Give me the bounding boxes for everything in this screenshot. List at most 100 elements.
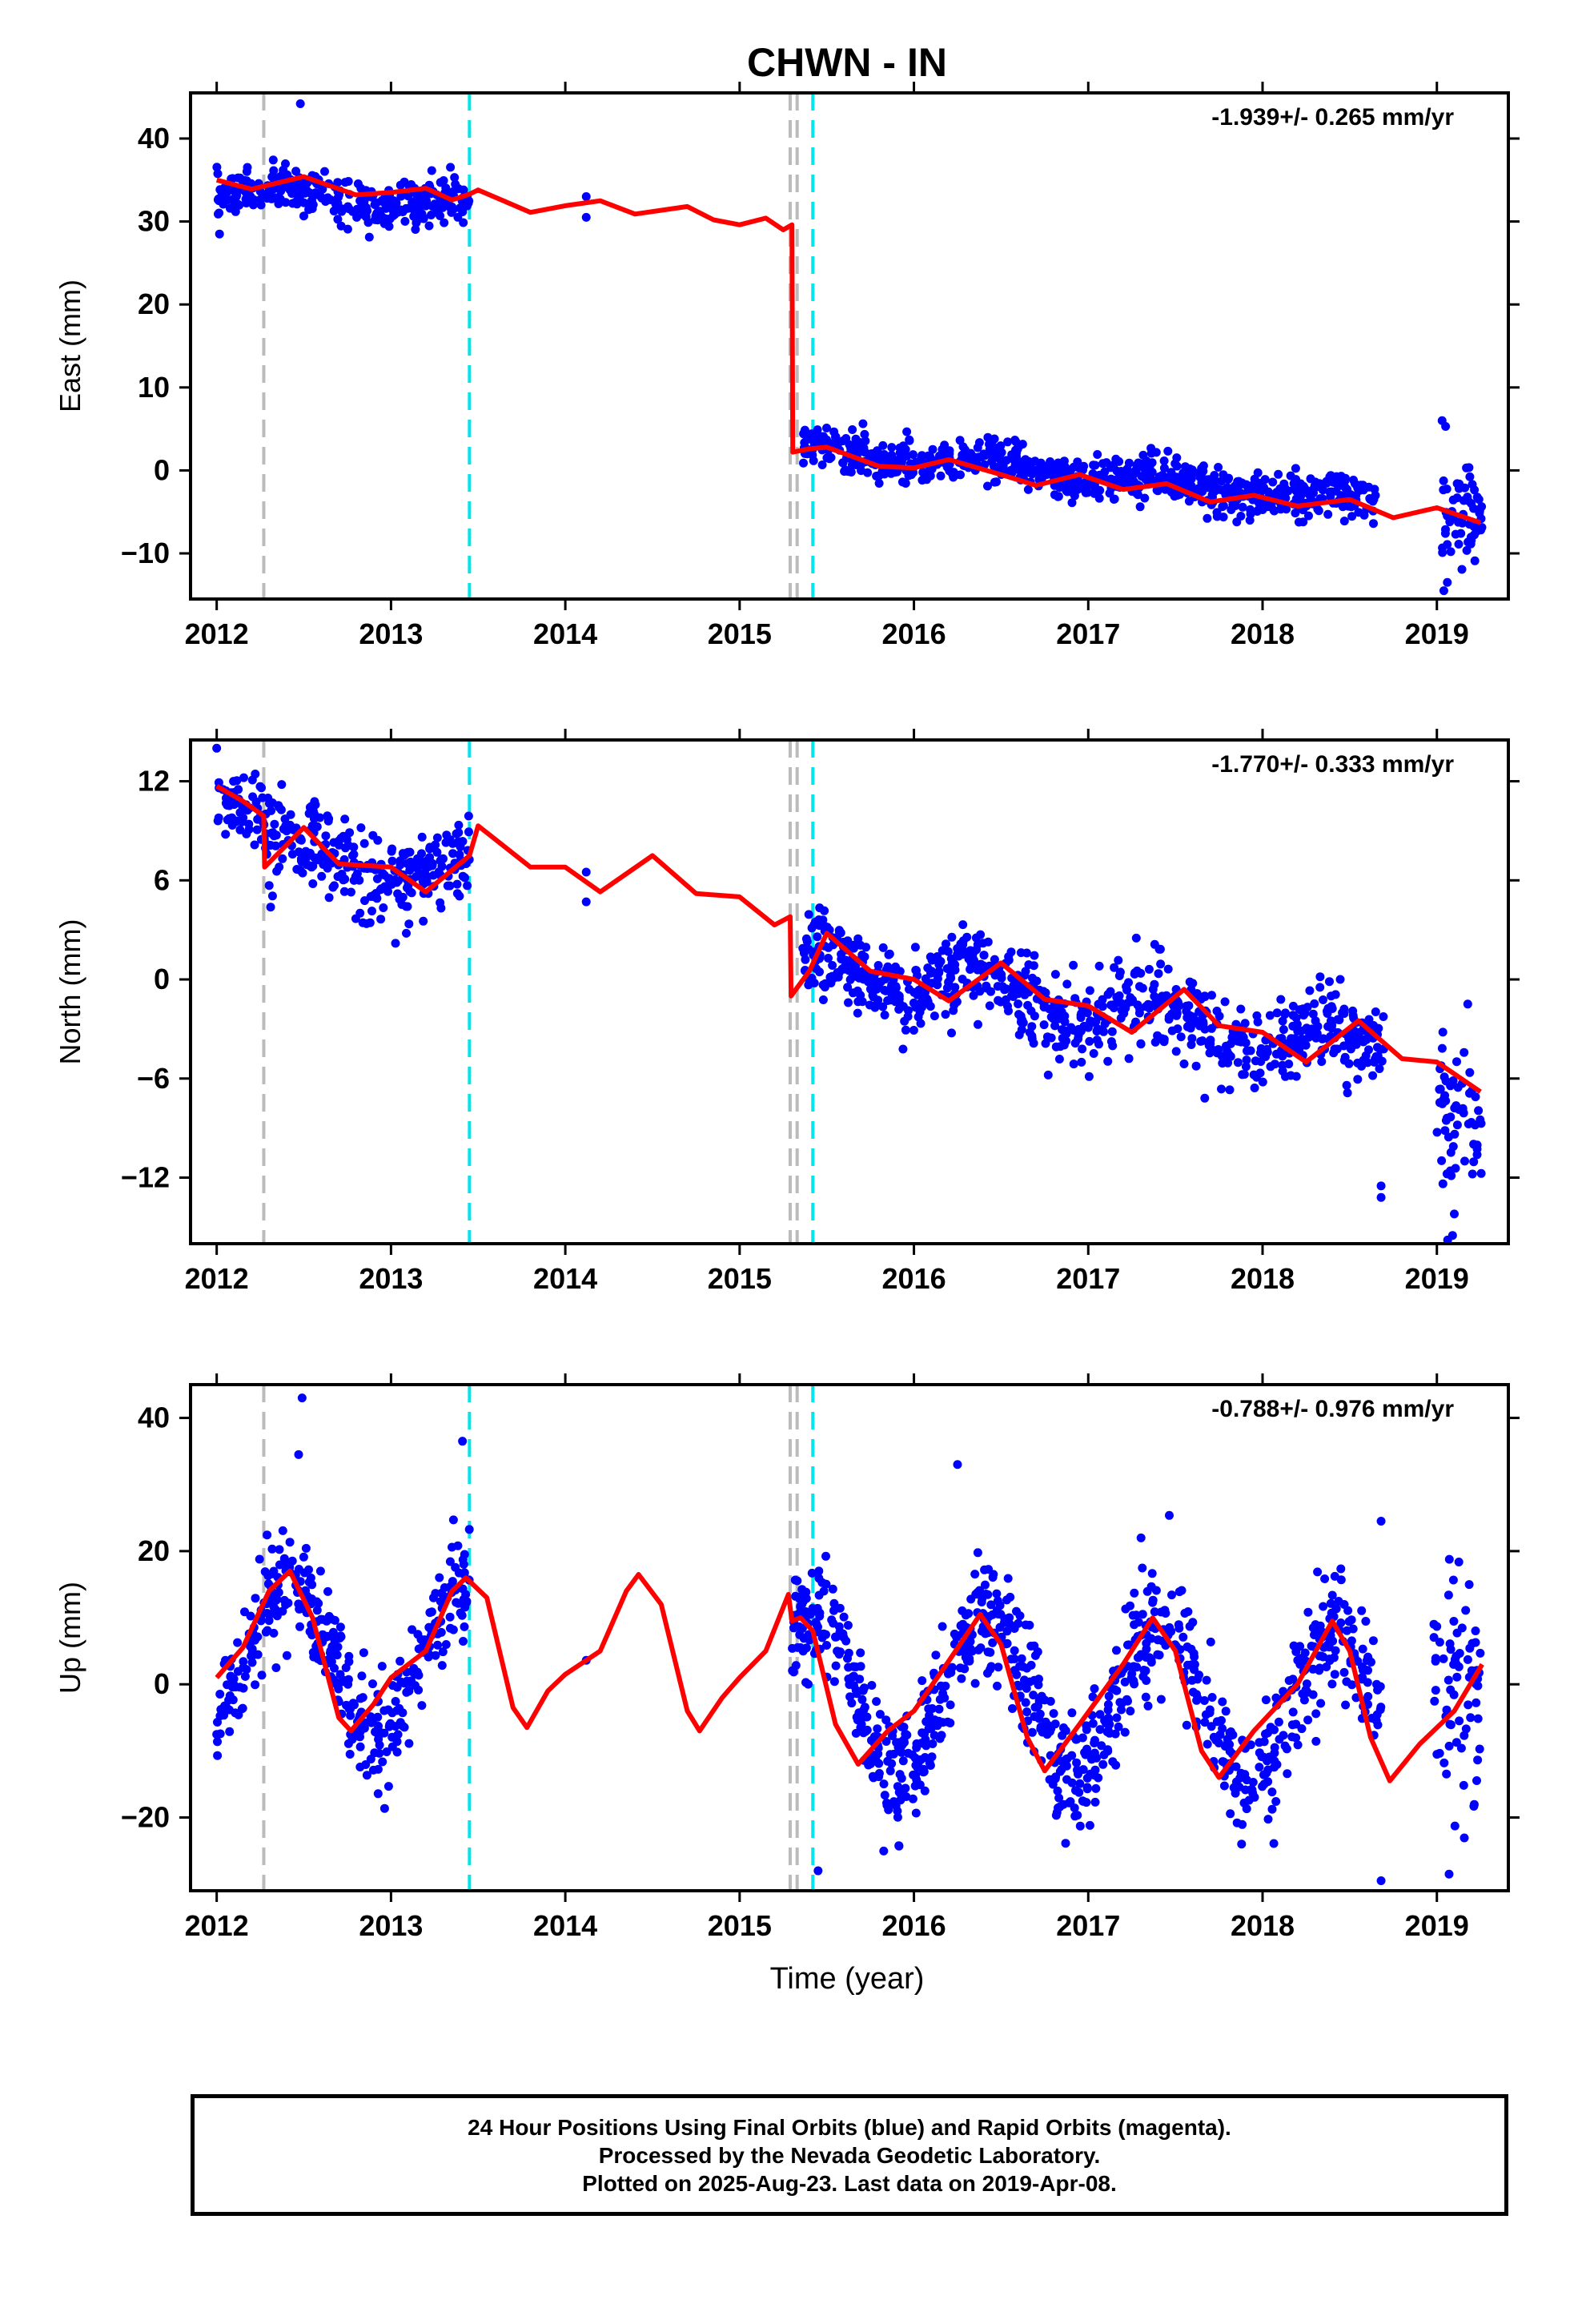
north-point <box>405 847 415 857</box>
east-point <box>996 441 1006 451</box>
east-point <box>1475 506 1484 516</box>
north-point <box>252 825 262 834</box>
east-point <box>1219 513 1228 522</box>
up-point <box>817 1633 827 1642</box>
up-point <box>408 1625 417 1634</box>
up-point <box>1461 1724 1471 1734</box>
north-point <box>396 860 405 870</box>
north-point <box>1340 1052 1350 1062</box>
north-point <box>1114 971 1124 980</box>
up-point <box>935 1695 945 1704</box>
north-point <box>1364 1015 1374 1024</box>
north-point <box>265 798 274 808</box>
north-point <box>360 896 369 906</box>
up-point <box>1030 1712 1039 1721</box>
up-point <box>335 1670 345 1679</box>
up-point <box>849 1681 858 1691</box>
east-point <box>1114 456 1124 466</box>
north-point <box>397 900 407 909</box>
north-point <box>1114 955 1123 965</box>
east-y-axis-label: East (mm) <box>54 279 86 412</box>
up-point <box>326 1648 335 1658</box>
up-point <box>1071 1786 1080 1795</box>
up-point <box>1166 1626 1176 1636</box>
north-point <box>807 923 817 933</box>
north-point <box>439 854 448 863</box>
north-point <box>1054 1014 1063 1023</box>
up-point <box>1303 1607 1313 1617</box>
north-point <box>1002 984 1011 994</box>
east-point <box>1351 491 1361 501</box>
up-point <box>813 1866 823 1876</box>
north-point <box>278 854 287 863</box>
up-point <box>1263 1756 1272 1766</box>
up-point <box>1120 1727 1130 1737</box>
east-point <box>1448 495 1458 505</box>
up-point <box>1088 1719 1098 1728</box>
north-point <box>833 968 842 977</box>
up-point <box>268 1594 277 1603</box>
north-point <box>1233 1058 1243 1068</box>
up-point <box>988 1573 998 1582</box>
up-point <box>1319 1602 1328 1611</box>
north-point <box>1050 970 1060 979</box>
east-x-tick-label: 2017 <box>1056 617 1120 650</box>
north-point <box>1363 1058 1372 1068</box>
north-point <box>1236 1004 1246 1014</box>
north-point <box>1335 975 1345 984</box>
up-point <box>1274 1717 1283 1727</box>
up-point <box>357 1671 367 1681</box>
north-point <box>1304 1032 1313 1042</box>
up-point <box>1182 1642 1192 1651</box>
east-point <box>1018 440 1027 449</box>
north-point <box>917 987 926 996</box>
east-point <box>905 435 914 444</box>
up-point <box>1141 1692 1150 1702</box>
up-point <box>391 1722 400 1731</box>
east-point <box>992 477 1001 487</box>
north-point <box>1103 1056 1113 1066</box>
up-point <box>1339 1667 1349 1677</box>
east-point <box>459 218 468 227</box>
east-point <box>873 446 882 456</box>
east-point <box>1462 545 1472 555</box>
up-point <box>966 1637 975 1647</box>
up-point <box>908 1794 917 1803</box>
up-point <box>299 1552 308 1562</box>
up-point <box>1025 1620 1034 1630</box>
north-point <box>310 853 319 862</box>
up-point <box>431 1651 440 1660</box>
north-point <box>339 887 349 896</box>
north-point <box>1028 973 1037 983</box>
east-point <box>336 221 346 231</box>
up-point <box>852 1689 861 1699</box>
up-point <box>379 1803 389 1813</box>
north-point <box>828 961 837 970</box>
north-point <box>1186 1040 1196 1049</box>
north-point <box>942 939 950 949</box>
east-point <box>242 198 251 207</box>
north-point <box>1280 1010 1290 1019</box>
up-point <box>257 1671 267 1680</box>
north-point <box>1353 1075 1363 1084</box>
east-point <box>1465 472 1475 481</box>
north-point <box>1107 1027 1117 1036</box>
north-point <box>848 969 857 979</box>
up-point <box>361 1760 371 1769</box>
up-point <box>1218 1697 1227 1707</box>
up-point <box>1022 1707 1032 1717</box>
up-point <box>1026 1660 1036 1670</box>
up-point <box>880 1791 889 1800</box>
north-point <box>432 833 442 842</box>
east-point <box>1440 529 1450 538</box>
north-point <box>226 796 235 806</box>
east-point <box>980 451 990 460</box>
east-point <box>1274 469 1283 479</box>
north-point <box>1021 967 1030 976</box>
up-point <box>1067 1708 1077 1718</box>
north-point <box>1016 948 1026 958</box>
up-point <box>829 1677 839 1687</box>
north-point <box>301 854 311 862</box>
up-point <box>345 1750 355 1759</box>
east-point <box>1477 523 1487 533</box>
